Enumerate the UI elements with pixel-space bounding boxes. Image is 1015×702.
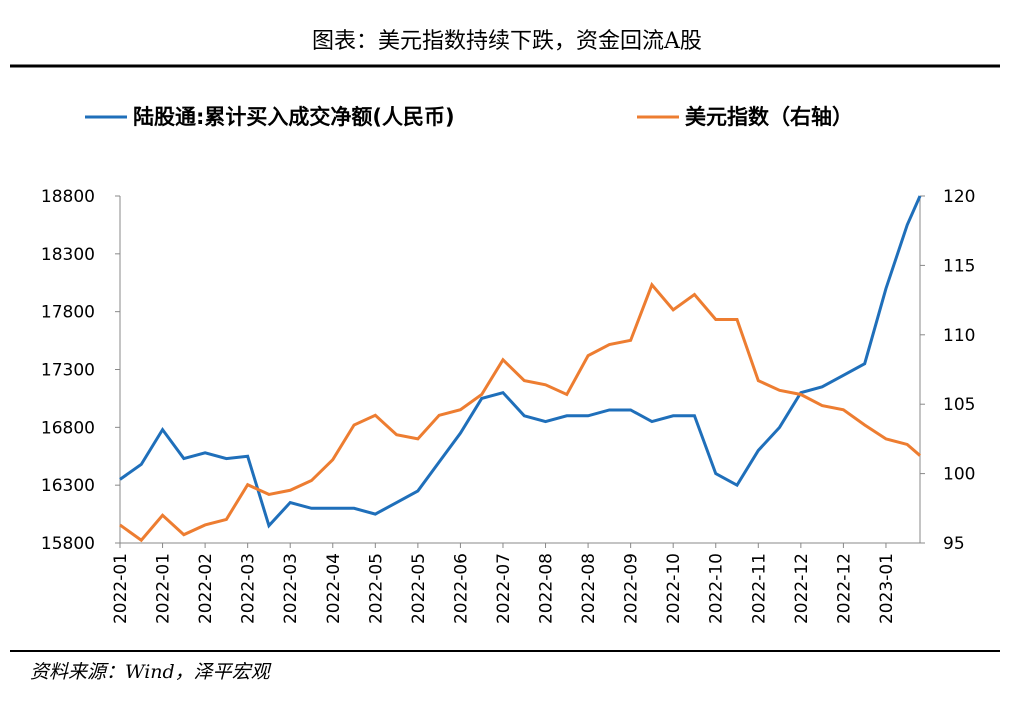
y-tick-label: 17300 xyxy=(41,361,95,381)
x-tick-label: 2022-01 xyxy=(111,553,131,624)
y-tick-label: 17800 xyxy=(41,303,95,323)
x-tick-label: 2022-05 xyxy=(409,553,429,624)
x-tick-label: 2022-08 xyxy=(537,553,557,624)
x-tick-label: 2022-09 xyxy=(622,553,642,624)
x-tick-label: 2022-10 xyxy=(664,553,684,624)
y2-tick-label: 105 xyxy=(943,395,975,415)
y2-tick-label: 120 xyxy=(943,187,975,207)
y-tick-label: 15800 xyxy=(41,534,95,554)
x-tick-label: 2022-01 xyxy=(154,553,174,624)
series-line xyxy=(119,195,922,529)
x-tick-label: 2022-12 xyxy=(834,553,854,624)
legend-label: 美元指数（右轴） xyxy=(685,105,853,129)
x-tick-label: 2022-03 xyxy=(239,553,259,624)
series-line xyxy=(119,281,921,543)
y2-tick-label: 100 xyxy=(943,465,975,485)
chart-title: 图表：美元指数持续下跌，资金回流A股 xyxy=(312,29,702,54)
y2-tick-label: 95 xyxy=(943,534,965,554)
x-tick-label: 2022-10 xyxy=(707,553,727,624)
x-tick-label: 2022-05 xyxy=(366,553,386,624)
x-tick-label: 2022-03 xyxy=(281,553,301,624)
source: 资料来源：Wind，泽平宏观 xyxy=(30,661,272,683)
x-tick-label: 2022-02 xyxy=(196,553,216,624)
x-tick-label: 2022-11 xyxy=(749,553,769,624)
x-tick-label: 2022-08 xyxy=(579,553,599,624)
y-tick-label: 18300 xyxy=(41,245,95,265)
y-tick-label: 18800 xyxy=(41,187,95,207)
x-tick-label: 2023-01 xyxy=(877,553,897,624)
y-tick-label: 16300 xyxy=(41,476,95,496)
y2-tick-label: 110 xyxy=(943,326,975,346)
y-tick-label: 16800 xyxy=(41,418,95,438)
legend-label: 陆股通:累计买入成交净额(人民币) xyxy=(133,105,455,129)
x-tick-label: 2022-06 xyxy=(451,553,471,624)
x-tick-label: 2022-12 xyxy=(792,553,812,624)
x-tick-label: 2022-07 xyxy=(494,553,514,624)
y2-tick-label: 115 xyxy=(943,256,975,276)
x-tick-label: 2022-04 xyxy=(324,553,344,624)
